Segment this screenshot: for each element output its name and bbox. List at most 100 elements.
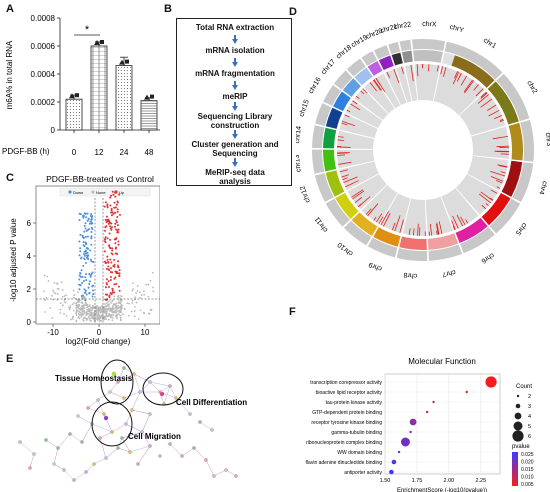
circos-ideogram-chr5 <box>489 198 521 234</box>
circos-peak-chr11 <box>354 197 363 203</box>
flow-arrow-5 <box>232 130 238 139</box>
f-xtick-label: 1.50 <box>380 478 391 484</box>
circos-peak-chr1 <box>460 75 468 86</box>
circos-peak-chr4 <box>497 164 508 168</box>
volcano-point-none <box>119 302 121 305</box>
f-size-legend-label: 2 <box>528 394 531 400</box>
network-node <box>18 440 22 444</box>
volcano-point-none <box>69 304 72 307</box>
circos-ideogram-chr8 <box>396 248 428 261</box>
volcano-point-up <box>107 244 110 247</box>
volcano-point-down <box>85 293 88 296</box>
volcano-point-up <box>110 293 113 296</box>
volcano-point-down <box>89 249 92 252</box>
volcano-point-up <box>105 261 108 264</box>
volcano-point-up <box>118 289 121 292</box>
circos-peak-chr2 <box>487 104 497 111</box>
volcano-point-none <box>61 289 64 291</box>
network-edge <box>117 447 131 453</box>
circos-track-chr20 <box>385 68 407 106</box>
volcano-point-none <box>91 306 94 309</box>
volcano-point-none <box>63 295 66 298</box>
network-node <box>76 414 80 418</box>
f-dot <box>432 400 435 404</box>
volcano-point-none <box>97 312 99 314</box>
volcano-point-down <box>91 295 94 298</box>
volcano-point-down <box>78 240 81 243</box>
volcano-point-none <box>127 314 130 317</box>
circos-peak-chr16 <box>346 109 351 113</box>
circos-ideogram-chr13 <box>312 149 325 174</box>
volcano-point-down <box>87 254 90 257</box>
volcano-point-none <box>87 310 90 313</box>
circos-ideogram-chr16 <box>323 85 342 106</box>
volcano-point-none <box>68 306 70 309</box>
f-dot <box>397 450 401 454</box>
volcano-point-down <box>88 280 91 283</box>
a-xtick-label: 0 <box>72 148 77 157</box>
circos-peak-chr6 <box>452 225 456 231</box>
circos-peak-chr11 <box>352 190 365 200</box>
volcano-point-none <box>51 317 54 319</box>
volcano-point-up <box>106 237 109 240</box>
volcano-point-none <box>115 306 118 309</box>
volcano-point-none <box>114 309 116 312</box>
volcano-point-none <box>104 312 106 314</box>
network-edge <box>199 421 213 431</box>
volcano-point-down <box>86 235 89 238</box>
volcano-point-none <box>65 294 67 297</box>
f-color-legend-label: 0.020 <box>521 460 534 466</box>
volcano-point-up <box>116 264 119 267</box>
circos-label-chr4: chr4 <box>537 180 548 195</box>
f-dot <box>409 430 412 434</box>
volcano-point-none <box>102 318 104 320</box>
volcano-point-none <box>88 308 91 311</box>
volcano-point-none <box>112 310 114 313</box>
volcano-point-up <box>114 270 117 273</box>
volcano-point-none <box>93 318 96 321</box>
volcano-point-up <box>117 240 120 243</box>
volcano-point-down <box>81 275 84 278</box>
volcano-point-up <box>117 231 120 234</box>
circos-band-chr6 <box>455 217 488 244</box>
label-cell-migration: Cell Migration <box>128 432 181 441</box>
volcano-point-up <box>114 276 117 279</box>
volcano-point-up <box>105 225 108 228</box>
f-color-legend-bar <box>512 452 518 486</box>
circos-peak-chr16 <box>352 100 358 105</box>
volcano-point-none <box>105 302 108 305</box>
f-term-label: transcription corepressor activity <box>310 380 382 386</box>
circos-track-chr18 <box>364 79 395 114</box>
volcano-point-none <box>118 296 121 299</box>
volcano-point-none <box>108 313 110 315</box>
volcano-point-up <box>113 283 116 286</box>
volcano-point-none <box>80 315 83 318</box>
network-edge <box>53 447 59 465</box>
panel-c-ylabel: -log10 adjusted P value <box>9 218 18 302</box>
volcano-point-down <box>79 271 82 274</box>
circos-peak-chr6 <box>452 215 459 229</box>
a-replicate-marker <box>75 93 79 98</box>
circos-ideogram-chr19 <box>361 51 377 66</box>
circos-peak-chr15 <box>344 114 350 118</box>
volcano-point-up <box>116 208 119 211</box>
volcano-point-up <box>112 212 115 215</box>
volcano-point-none <box>80 307 83 310</box>
volcano-point-none <box>94 314 97 317</box>
legend-up-label: Up <box>119 190 125 195</box>
volcano-point-none <box>107 300 110 303</box>
volcano-point-none <box>52 289 54 292</box>
volcano-point-down <box>83 254 86 257</box>
network-edge <box>205 459 215 477</box>
network-node <box>32 452 36 456</box>
network-edge <box>169 385 177 399</box>
network-node <box>120 436 124 440</box>
circos-peak-chr4 <box>490 176 504 182</box>
circos-ideogram-chr12 <box>314 173 334 202</box>
volcano-point-up <box>115 228 118 231</box>
circos-peak-chr12 <box>342 177 348 181</box>
volcano-point-none <box>108 304 110 307</box>
network-node <box>84 470 88 474</box>
circos-track-chr6 <box>441 188 479 231</box>
network-edge <box>109 381 119 393</box>
